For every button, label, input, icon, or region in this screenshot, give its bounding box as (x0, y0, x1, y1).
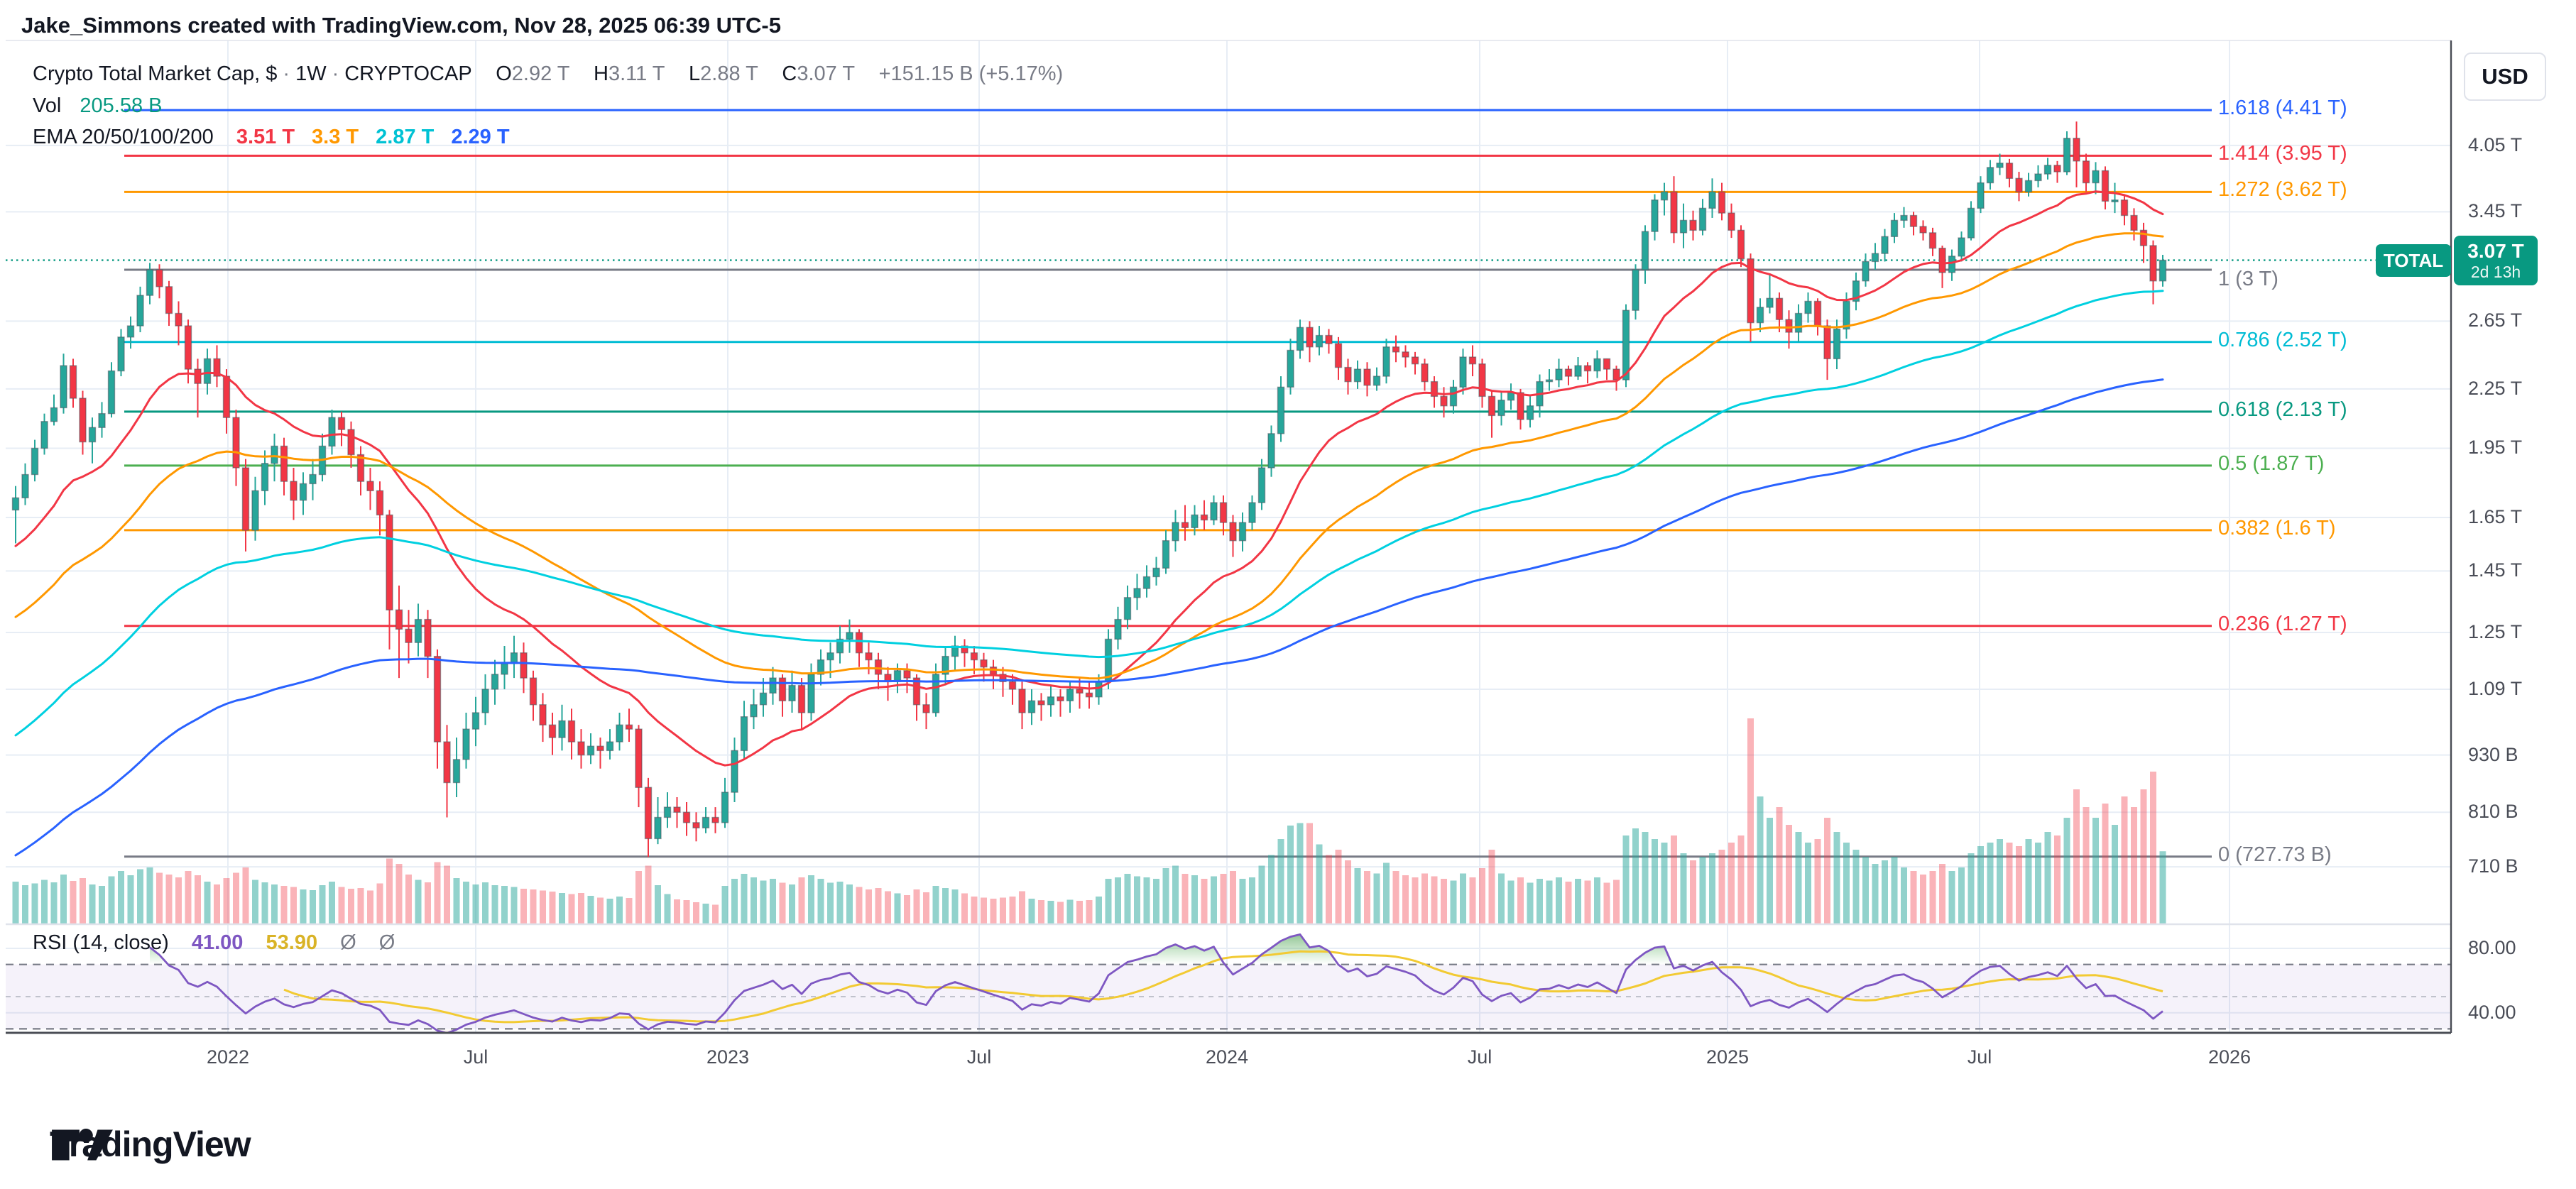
grid-lines (6, 40, 2451, 1033)
fib-level-label: 0.786 (2.52 T) (2218, 328, 2347, 351)
ema-legend-value: 3.3 T (312, 126, 359, 148)
fib-level-label: 0.618 (2.13 T) (2218, 398, 2347, 421)
price-axis-label: 4.05 T (2468, 133, 2523, 155)
price-axis-label: 1.09 T (2468, 677, 2523, 699)
fib-level-label: 0 (727.73 B) (2218, 843, 2332, 866)
price-axis-label: 1.25 T (2468, 621, 2523, 642)
rsi-label[interactable]: RSI (14, close) (33, 931, 169, 954)
high-value: 3.11 T (608, 62, 665, 85)
fib-level-label: 1.618 (4.41 T) (2218, 97, 2347, 120)
candlestick-series[interactable] (11, 121, 2167, 857)
legend-separator: · (283, 62, 290, 85)
price-axis-label: 2.65 T (2468, 309, 2523, 332)
price-axis-label: 930 B (2468, 743, 2518, 765)
ema-100-line (14, 290, 2164, 737)
currency-toggle-button[interactable]: USD (2464, 53, 2546, 101)
time-axis-label: Jul (966, 1046, 992, 1068)
last-price-badge[interactable]: 3.07 T 2d 13h (2454, 236, 2538, 285)
fib-level-label: 1.414 (3.95 T) (2218, 142, 2347, 165)
fib-level-label: 1 (3 T) (2218, 268, 2278, 290)
rsi-axis-label: 80.00 (2468, 937, 2516, 958)
close-letter: C (782, 62, 797, 85)
rsi-line (149, 933, 2163, 1033)
time-axis-label: 2024 (1205, 1046, 1249, 1068)
rsi-axis-label: 40.00 (2468, 1001, 2516, 1023)
ema-legend-row: EMA 20/50/100/200 3.51 T 3.3 T 2.87 T 2.29 … (33, 126, 510, 149)
fib-level-label: 0.236 (1.27 T) (2218, 612, 2347, 635)
change-value: +151.15 B (+5.17%) (878, 62, 1064, 85)
volume-legend-row: Vol 205.58 B (33, 94, 163, 118)
symbol-price-tab[interactable]: TOTAL (2376, 244, 2451, 277)
price-axis-label: 810 B (2468, 801, 2518, 823)
ema-lines (14, 190, 2164, 857)
ema-50-line (14, 232, 2164, 680)
open-letter: O (496, 62, 512, 85)
legend-separator: · (332, 62, 339, 85)
ema-legend-value: 2.87 T (376, 126, 435, 148)
rsi-ma-value: 53.90 (266, 931, 318, 954)
fib-level-label: 1.272 (3.62 T) (2218, 178, 2347, 202)
time-axis-label: 2025 (1705, 1046, 1750, 1068)
fib-level-label: 0.382 (1.6 T) (2218, 516, 2336, 539)
rsi-pane[interactable] (6, 933, 2451, 1033)
bar-countdown: 2d 13h (2470, 262, 2521, 281)
price-axis-label: 1.65 T (2468, 505, 2523, 527)
exchange-label[interactable]: CRYPTOCAP (344, 62, 472, 85)
rsi-ma-line (283, 950, 2163, 1024)
ema-label[interactable]: EMA 20/50/100/200 (33, 126, 214, 148)
time-axis-label: 2026 (2207, 1046, 2252, 1068)
volume-label[interactable]: Vol (33, 94, 62, 117)
rsi-empty-value: Ø (340, 931, 356, 954)
interval-label[interactable]: 1W (295, 62, 327, 85)
tradingview-logo-icon (52, 1129, 113, 1161)
rsi-empty-value: Ø (378, 931, 395, 954)
last-price-value: 3.07 T (2467, 239, 2524, 262)
price-axis-label: 710 B (2468, 855, 2518, 877)
close-value: 3.07 T (797, 62, 855, 85)
time-axis-label: 2023 (706, 1046, 750, 1068)
ema-legend-value: 2.29 T (451, 126, 510, 148)
time-axis-label: Jul (1967, 1046, 1992, 1068)
price-axis-label: 2.25 T (2468, 377, 2523, 399)
volume-value: 205.58 B (80, 94, 163, 117)
fib-level-label: 0.5 (1.87 T) (2218, 451, 2325, 475)
symbol-title[interactable]: Crypto Total Market Cap, $ (33, 62, 278, 85)
rsi-legend-row: RSI (14, close) 41.00 53.90 Ø Ø (33, 931, 395, 955)
price-axis-label: 1.45 T (2468, 559, 2523, 581)
symbol-legend-row: Crypto Total Market Cap, $ · 1W · CRYPTOCAP … (33, 62, 1063, 86)
rsi-value: 41.00 (191, 931, 244, 954)
high-letter: H (594, 62, 608, 85)
ema-200-line (14, 378, 2164, 857)
time-axis-label: 2022 (206, 1046, 250, 1068)
time-axis-label: Jul (463, 1046, 489, 1068)
price-axis-label: 1.95 T (2468, 437, 2523, 459)
low-value: 2.88 T (700, 62, 758, 85)
open-value: 2.92 T (511, 62, 569, 85)
time-axis-label: Jul (1467, 1046, 1492, 1068)
ema-legend-value: 3.51 T (236, 126, 295, 148)
fib-retracement-lines[interactable] (124, 109, 2212, 858)
volume-series (12, 718, 2166, 924)
attribution-text: Jake_Simmons created with TradingView.co… (21, 13, 781, 38)
low-letter: L (689, 62, 701, 85)
ema-values: 3.51 T 3.3 T 2.87 T 2.29 T (219, 126, 510, 148)
tradingview-logo[interactable]: TradingView (50, 1124, 251, 1165)
ema-20-line (14, 190, 2164, 767)
price-axis-label: 3.45 T (2468, 200, 2523, 222)
